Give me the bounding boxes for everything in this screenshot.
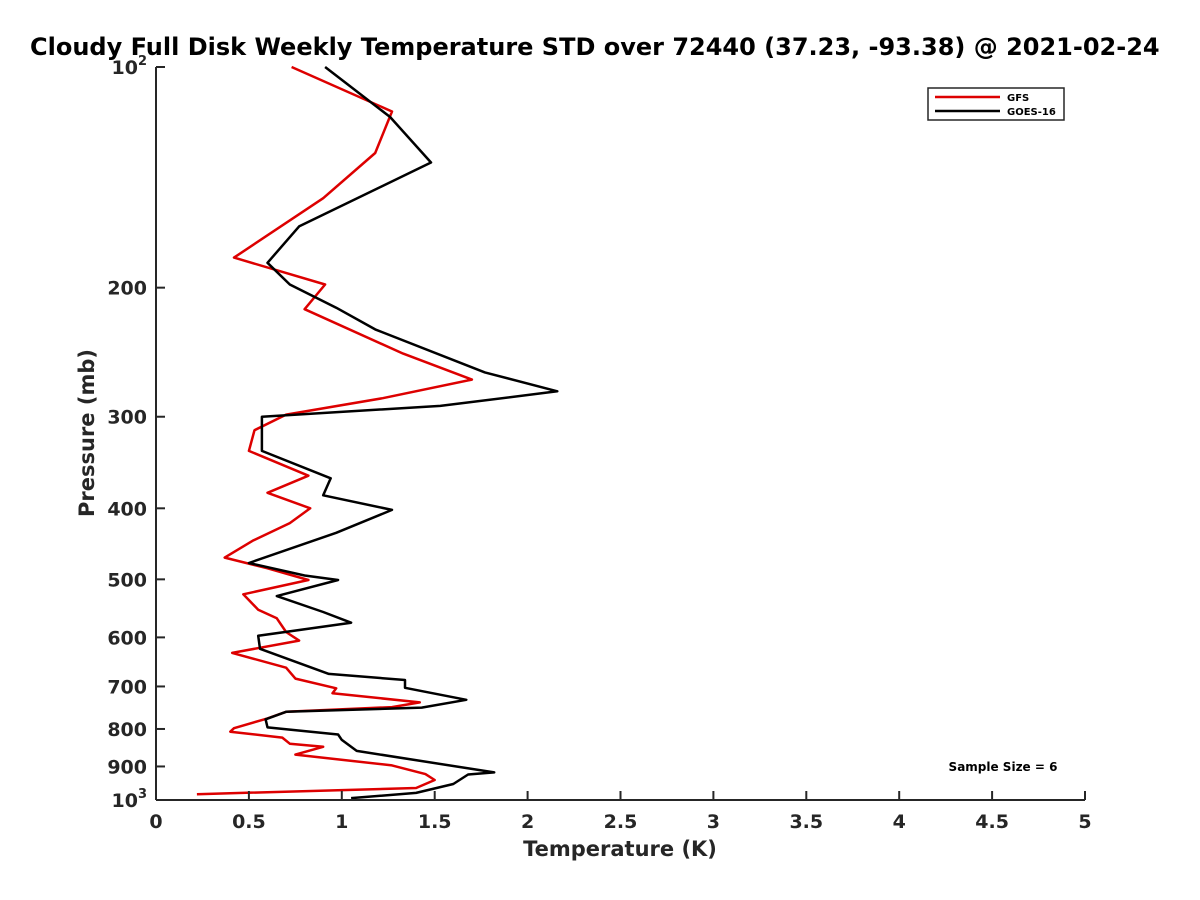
series-line-gfs	[196, 65, 474, 796]
y-tick-base: 600	[107, 627, 147, 649]
y-tick-base: 200	[107, 278, 147, 300]
series-line-goes-16	[247, 66, 559, 800]
y-tick-base: 400	[107, 498, 147, 520]
y-tick-exponent: 2	[138, 54, 147, 69]
y-tick-label: 103	[112, 787, 148, 812]
y-axis-label: Pressure (mb)	[75, 349, 99, 517]
x-axis-ticks: 0 0.5 1 1.5 2 2.5 3 3.5 4 4.5 5	[149, 791, 1092, 833]
y-tick-label: 500	[107, 569, 147, 591]
x-tick-label: 4	[893, 811, 906, 833]
y-tick-base: 10	[112, 57, 138, 79]
y-tick-base: 300	[107, 407, 147, 429]
x-tick-label: 5	[1078, 811, 1091, 833]
y-tick-label: 700	[107, 676, 147, 698]
y-tick-label: 900	[107, 756, 147, 778]
x-tick-label: 3.5	[789, 811, 823, 833]
x-tick-label: 0.5	[232, 811, 266, 833]
y-tick-exponent: 3	[138, 787, 147, 802]
x-tick-label: 4.5	[975, 811, 1009, 833]
y-tick-label: 400	[107, 498, 147, 520]
y-tick-label: 300	[107, 407, 147, 429]
legend-label: GOES-16	[1007, 107, 1056, 118]
x-tick-label: 3	[707, 811, 720, 833]
y-tick-base: 500	[107, 569, 147, 591]
legend-box	[927, 87, 1065, 121]
y-tick-base: 700	[107, 676, 147, 698]
legend: GFS GOES-16	[927, 87, 1065, 121]
y-tick-base: 900	[107, 756, 147, 778]
y-tick-base: 10	[112, 790, 138, 812]
legend-label: GFS	[1007, 93, 1029, 104]
x-axis-label: Temperature (K)	[523, 837, 717, 861]
y-tick-label: 800	[107, 719, 147, 741]
plot-area	[196, 65, 559, 800]
x-tick-label: 2.5	[604, 811, 638, 833]
y-tick-label: 102	[112, 54, 148, 79]
y-tick-base: 800	[107, 719, 147, 741]
sample-size-annotation: Sample Size = 6	[949, 760, 1058, 774]
x-tick-label: 2	[521, 811, 534, 833]
y-tick-label: 600	[107, 627, 147, 649]
x-tick-label: 0	[149, 811, 162, 833]
x-tick-label: 1.5	[418, 811, 452, 833]
chart-title: Cloudy Full Disk Weekly Temperature STD …	[30, 33, 1160, 61]
y-tick-label: 200	[107, 278, 147, 300]
x-tick-label: 1	[335, 811, 348, 833]
